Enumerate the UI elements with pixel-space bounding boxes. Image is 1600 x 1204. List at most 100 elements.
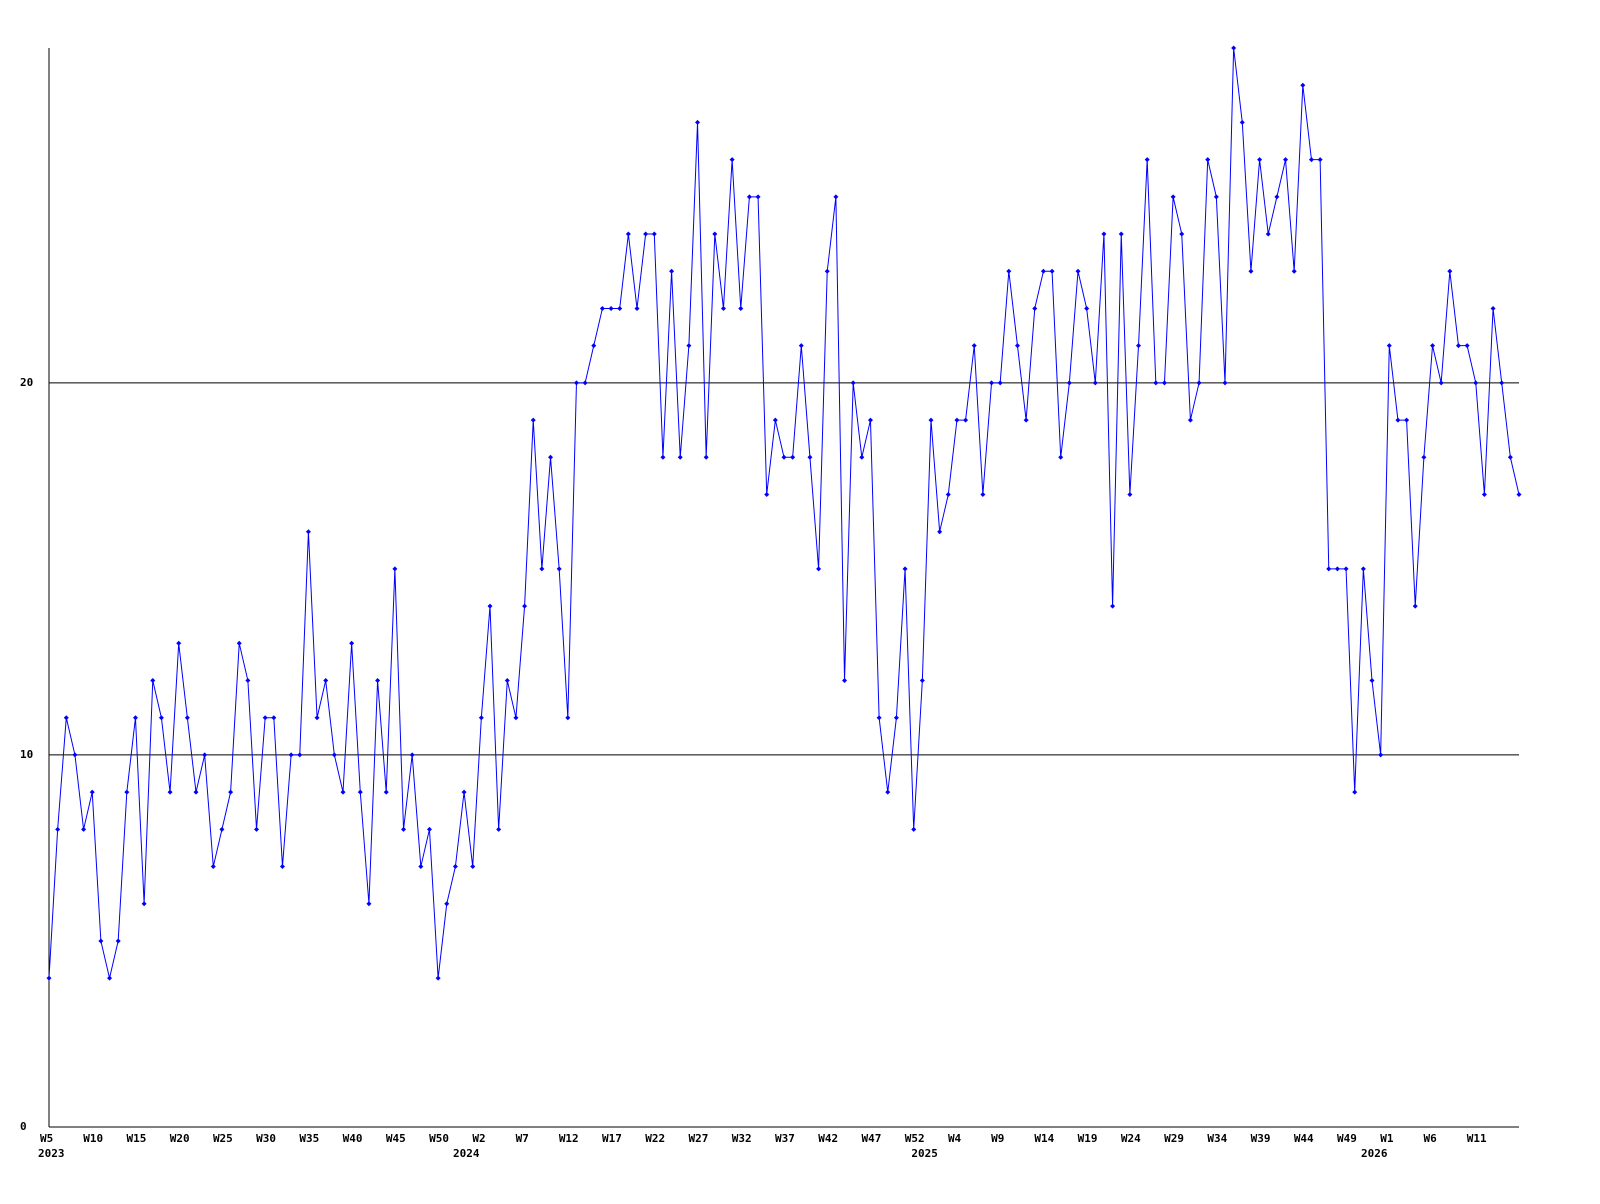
point-marker [349, 640, 355, 646]
point-marker [81, 826, 87, 832]
x-tick-label: W37 [775, 1132, 795, 1145]
point-marker [746, 194, 752, 200]
point-marker [124, 789, 130, 795]
point-marker [55, 826, 61, 832]
x-tick-label: W52 [905, 1132, 925, 1145]
y-tick-label: 20 [20, 376, 33, 389]
point-marker [1040, 268, 1046, 274]
point-marker [63, 715, 69, 721]
x-tick-label: W15 [126, 1132, 146, 1145]
point-marker [219, 826, 225, 832]
point-marker [331, 752, 337, 758]
x-tick-label: W11 [1467, 1132, 1487, 1145]
point-marker [478, 715, 484, 721]
x-tick-label: W50 [429, 1132, 449, 1145]
point-marker [1110, 603, 1116, 609]
point-marker [150, 678, 156, 684]
point-marker [115, 938, 121, 944]
point-marker [1378, 752, 1384, 758]
point-marker [729, 157, 735, 163]
point-marker [712, 231, 718, 237]
point-marker [184, 715, 190, 721]
point-marker [236, 640, 242, 646]
point-marker [764, 491, 770, 497]
point-marker [279, 864, 285, 870]
point-marker [271, 715, 277, 721]
point-marker [677, 454, 683, 460]
point-marker [444, 901, 450, 907]
point-marker [314, 715, 320, 721]
point-marker [669, 268, 675, 274]
x-tick-label: W10 [83, 1132, 103, 1145]
point-marker [1239, 119, 1245, 125]
point-marker [340, 789, 346, 795]
x-tick-label: W17 [602, 1132, 622, 1145]
point-marker [1006, 268, 1012, 274]
x-tick-label: W1 [1380, 1132, 1394, 1145]
point-marker [435, 975, 441, 981]
point-marker [1507, 454, 1513, 460]
point-marker [1283, 157, 1289, 163]
point-marker [573, 380, 579, 386]
point-marker [1196, 380, 1202, 386]
point-marker [167, 789, 173, 795]
point-marker [686, 343, 692, 349]
point-marker [1438, 380, 1444, 386]
y-tick-label: 0 [20, 1120, 27, 1133]
point-marker [971, 343, 977, 349]
point-marker [522, 603, 528, 609]
point-marker [1360, 566, 1366, 572]
point-marker [1023, 417, 1029, 423]
point-marker [1127, 491, 1133, 497]
point-marker [720, 305, 726, 311]
point-marker [1352, 789, 1358, 795]
point-marker [1300, 82, 1306, 88]
point-marker [1222, 380, 1228, 386]
point-marker [867, 417, 873, 423]
point-marker [1308, 157, 1314, 163]
point-marker [928, 417, 934, 423]
point-marker [401, 826, 407, 832]
point-marker [1032, 305, 1038, 311]
x-tick-label: W49 [1337, 1132, 1357, 1145]
point-marker [945, 491, 951, 497]
x-tick-label: W4 [948, 1132, 962, 1145]
point-marker [643, 231, 649, 237]
x-year-label: 2026 [1361, 1147, 1388, 1160]
point-marker [738, 305, 744, 311]
point-marker [1490, 305, 1496, 311]
point-marker [1404, 417, 1410, 423]
point-marker [1101, 231, 1107, 237]
point-marker [816, 566, 822, 572]
point-marker [893, 715, 899, 721]
point-marker [141, 901, 147, 907]
point-marker [833, 194, 839, 200]
point-marker [937, 529, 943, 535]
point-marker [772, 417, 778, 423]
point-marker [1144, 157, 1150, 163]
point-marker [1499, 380, 1505, 386]
point-marker [1430, 343, 1436, 349]
point-marker [1386, 343, 1392, 349]
x-tick-label: W14 [1034, 1132, 1054, 1145]
point-marker [902, 566, 908, 572]
point-marker [383, 789, 389, 795]
point-marker [1066, 380, 1072, 386]
point-marker [323, 678, 329, 684]
point-marker [409, 752, 415, 758]
point-marker [305, 529, 311, 535]
point-marker [1395, 417, 1401, 423]
point-marker [487, 603, 493, 609]
x-year-label: 2024 [453, 1147, 480, 1160]
point-marker [582, 380, 588, 386]
point-marker [1153, 380, 1159, 386]
x-tick-label: W12 [559, 1132, 579, 1145]
point-marker [375, 678, 381, 684]
x-tick-label: W44 [1294, 1132, 1314, 1145]
point-marker [876, 715, 882, 721]
point-marker [1291, 268, 1297, 274]
point-marker [158, 715, 164, 721]
x-tick-label: W34 [1207, 1132, 1227, 1145]
point-marker [859, 454, 865, 460]
